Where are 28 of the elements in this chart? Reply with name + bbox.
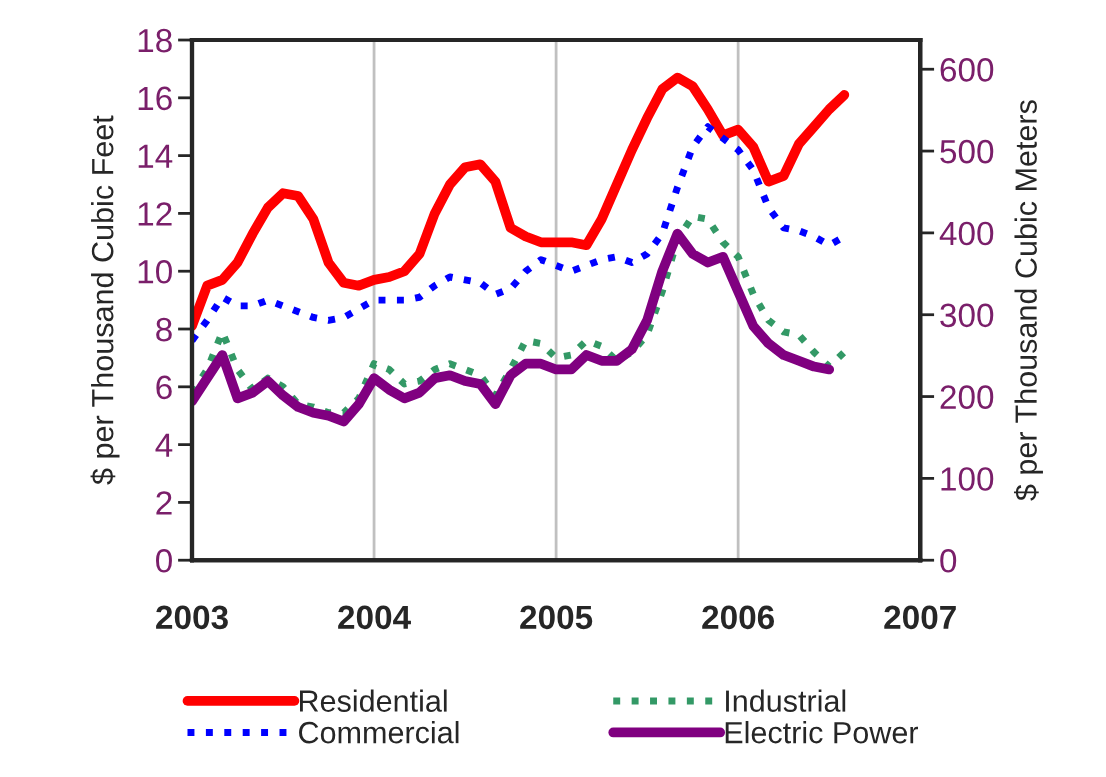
y2-axis-title: $ per Thousand Cubic Meters	[1014, 100, 1043, 501]
x-tick-label: 2005	[520, 605, 593, 630]
x-tick-label: 2003	[156, 605, 228, 630]
y2-tick-label: 500	[940, 139, 994, 164]
legend-label: Industrial	[726, 689, 846, 712]
y-tick-label: 0	[156, 549, 172, 573]
y2-tick-label: 600	[940, 58, 994, 82]
y-tick-label: 2	[156, 491, 172, 515]
y2-tick-label: 300	[940, 303, 994, 328]
y-axis-title: $ per Thousand Cubic Feet	[90, 115, 120, 485]
x-tick-label: 2006	[702, 605, 775, 630]
y2-tick-label: 400	[939, 221, 994, 246]
y2-tick-label: 200	[940, 385, 994, 409]
legend-label: Commercial	[299, 721, 459, 744]
y2-tick-label: 100	[941, 467, 994, 491]
x-tick-label: 2007	[884, 605, 956, 630]
y-tick-label: 10	[138, 260, 172, 284]
y-tick-label: 8	[156, 317, 172, 342]
legend-label: Electric Power	[725, 721, 919, 744]
y-tick-label: 14	[138, 144, 173, 168]
legend-label: Residential	[300, 689, 447, 712]
y-tick-label: 16	[138, 86, 172, 111]
y-tick-label: 6	[156, 375, 172, 400]
y2-tick-label: 0	[940, 549, 957, 573]
x-tick-label: 2004	[338, 605, 411, 630]
y-tick-label: 4	[155, 433, 173, 457]
y-tick-label: 18	[138, 28, 172, 53]
y-tick-label: 12	[138, 202, 172, 226]
